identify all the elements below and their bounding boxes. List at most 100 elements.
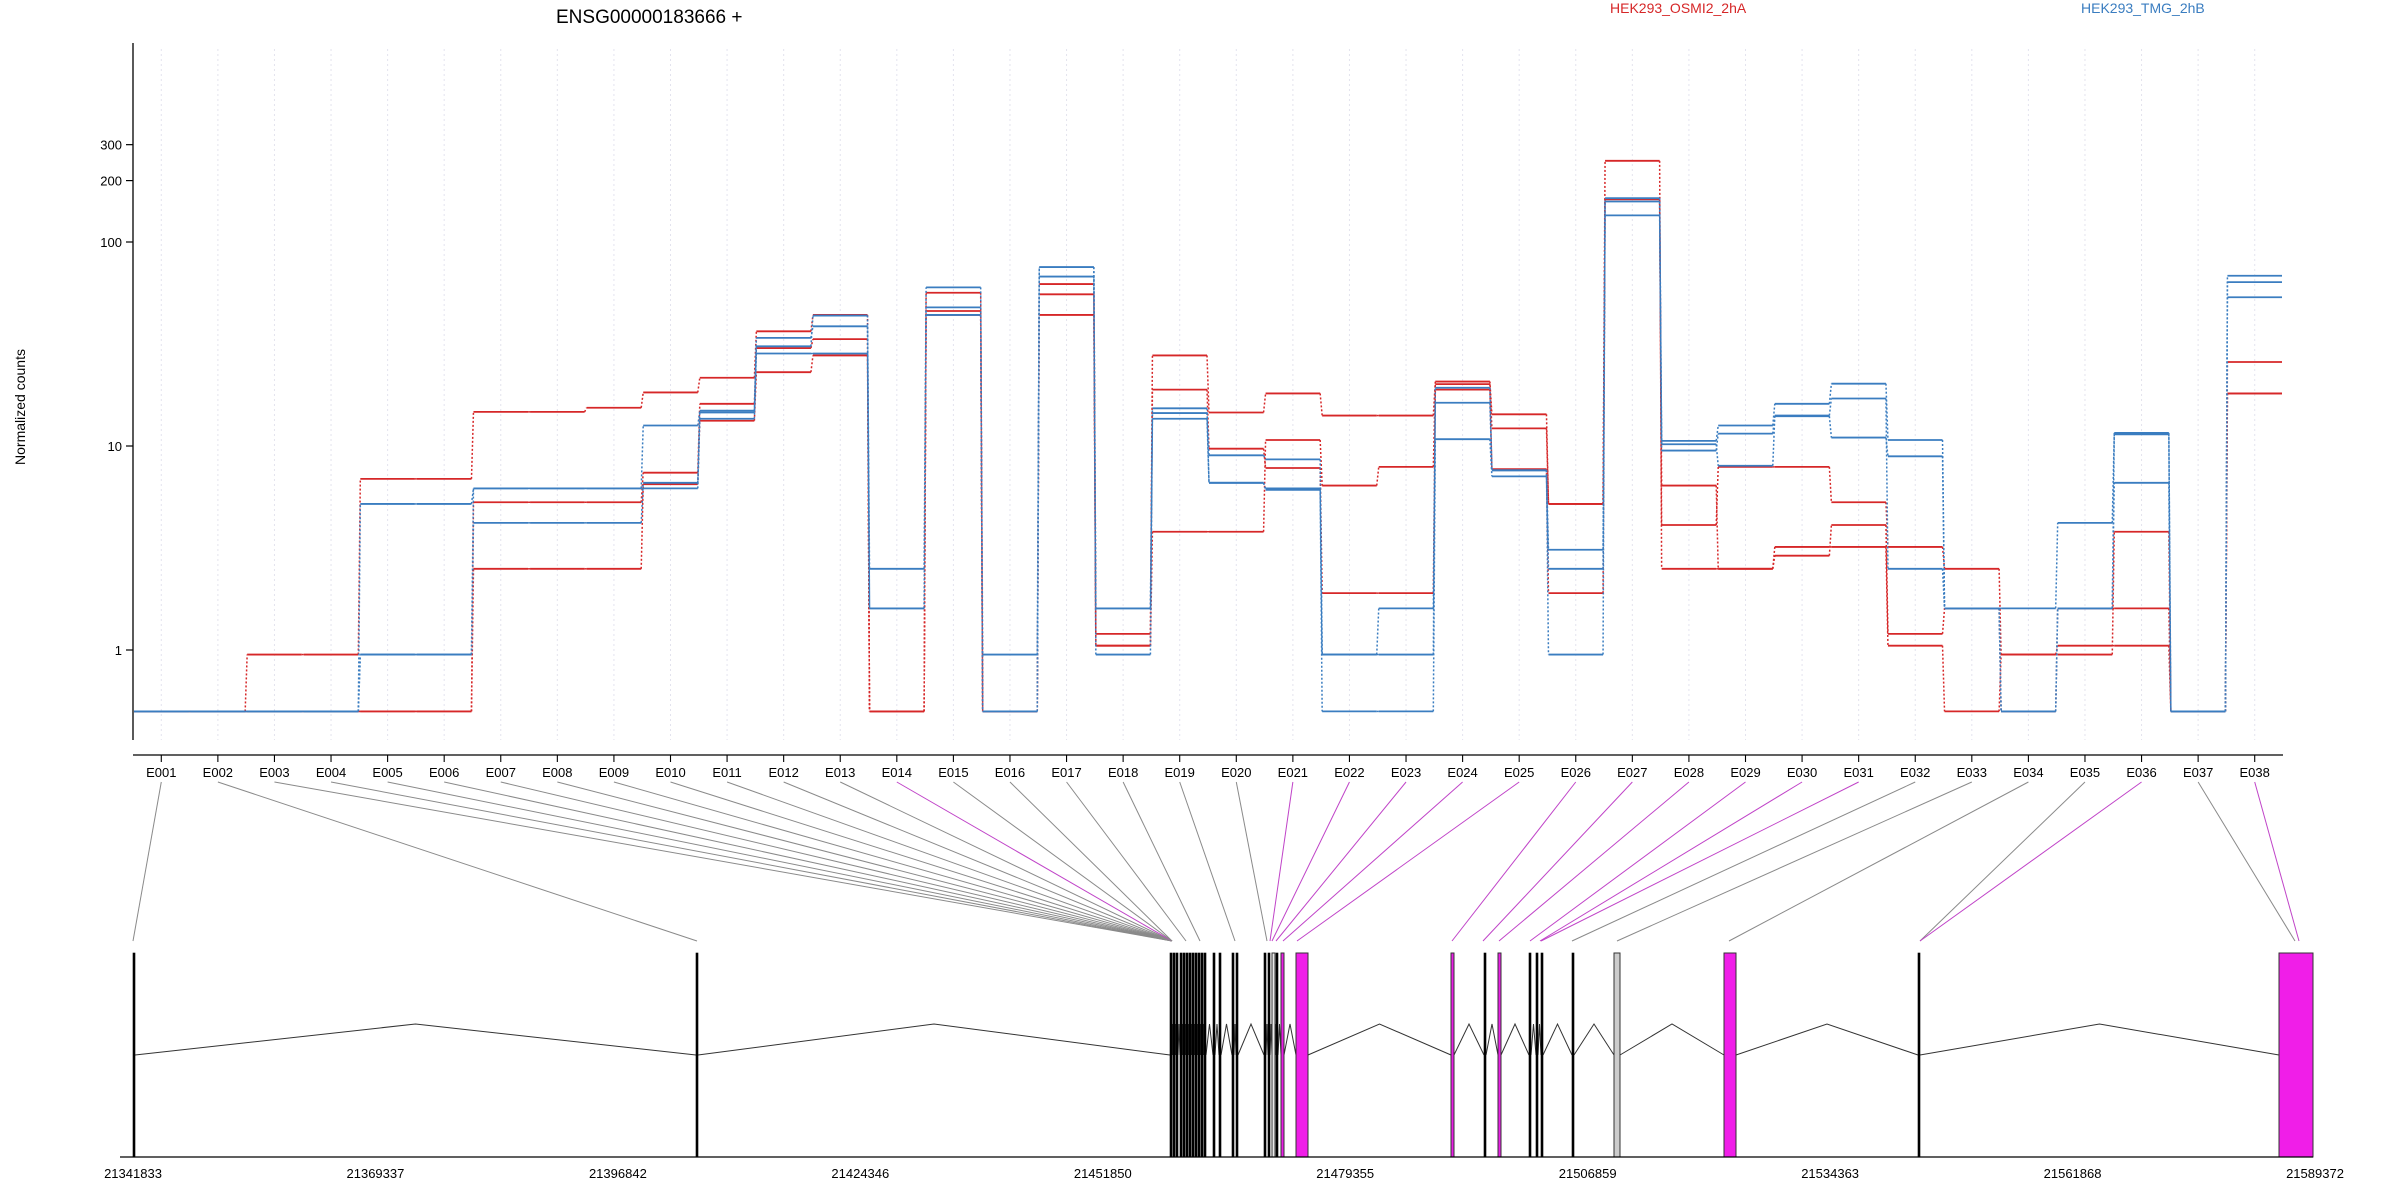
- series-transition: [1262, 439, 1267, 532]
- coordinate-label: 21424346: [831, 1166, 889, 1181]
- intron-line: [1542, 1022, 1573, 1056]
- exon-block: [1450, 952, 1455, 1158]
- series-transition: [1715, 485, 1719, 569]
- x-tick-label: E021: [1278, 765, 1308, 780]
- x-tick-label: E024: [1447, 765, 1477, 780]
- series-transition: [1941, 608, 1946, 634]
- coordinate-label: 21506859: [1559, 1166, 1617, 1181]
- x-tick-label: E031: [1843, 765, 1873, 780]
- exon-block: [1169, 952, 1173, 1158]
- coordinate-label: 21534363: [1801, 1166, 1859, 1181]
- series-transition: [753, 353, 758, 419]
- exon-connector: [1919, 781, 2142, 942]
- x-tick-label: E028: [1674, 765, 1704, 780]
- legend-entry-osmi2: HEK293_OSMI2_2hA: [1610, 0, 1747, 16]
- exon-connector: [1269, 781, 1294, 942]
- intron-line: [1537, 1023, 1542, 1056]
- intron-line: [1530, 1023, 1537, 1056]
- series-transition: [1828, 466, 1833, 503]
- exon-connector: [1122, 781, 1201, 942]
- series-transition: [1998, 608, 2002, 712]
- exon-block: [1917, 952, 1921, 1158]
- exon-block: [2278, 952, 2314, 1158]
- series-transition: [640, 392, 644, 408]
- series-transition: [1545, 476, 1550, 569]
- x-tick-label: E036: [2126, 765, 2156, 780]
- y-tick-label: 1: [115, 643, 122, 658]
- coordinate-label: 21479355: [1316, 1166, 1374, 1181]
- coordinate-label: 21589372: [2286, 1166, 2344, 1181]
- x-tick-label: E020: [1221, 765, 1251, 780]
- intron-line: [1919, 1023, 2280, 1056]
- exon-block: [1191, 952, 1195, 1158]
- x-tick-label: E018: [1108, 765, 1138, 780]
- exon-connector: [1275, 781, 1407, 942]
- intron-line: [1485, 1023, 1499, 1056]
- series-transition: [1319, 393, 1323, 416]
- series-transition: [1262, 448, 1267, 469]
- series-transition: [2054, 608, 2059, 712]
- series-6: [134, 197, 2282, 713]
- y-tick-label: 10: [108, 439, 122, 454]
- x-tick-label: E035: [2070, 765, 2100, 780]
- coordinate-label: 21561868: [2044, 1166, 2102, 1181]
- series-transition: [1941, 439, 1946, 609]
- exon-block: [1185, 952, 1189, 1158]
- exon-connector: [1482, 781, 1633, 942]
- coordinate-label: 21341833: [104, 1166, 162, 1181]
- intron-line: [1453, 1022, 1485, 1056]
- series-transition: [2224, 297, 2229, 712]
- series-transition: [1262, 393, 1267, 413]
- series-transition: [753, 346, 758, 413]
- series-transition: [1941, 456, 1946, 609]
- intron-line: [1619, 1023, 1725, 1056]
- legend-entry-tmg: HEK293_TMG_2hB: [2081, 0, 2205, 16]
- x-tick-label: E025: [1504, 765, 1534, 780]
- series-transition: [1828, 524, 1833, 556]
- exon-connector: [1616, 781, 1973, 942]
- series-transition: [1998, 608, 2002, 712]
- intron-line: [1735, 1023, 1919, 1056]
- x-tick-label: E006: [429, 765, 459, 780]
- x-tick-label: E014: [882, 765, 912, 780]
- series-transition: [357, 654, 362, 712]
- exon-block: [1182, 952, 1186, 1158]
- series-transition: [1319, 489, 1323, 712]
- exon-block: [1275, 952, 1279, 1158]
- series-transition: [2111, 482, 2116, 609]
- series-transition: [866, 355, 871, 712]
- series-transition: [1998, 654, 2002, 712]
- series-transition: [1036, 267, 1041, 655]
- exon-block: [1613, 952, 1621, 1158]
- intron-line: [1177, 1023, 1181, 1056]
- series-transition: [1658, 198, 1663, 445]
- series-transition: [470, 411, 475, 479]
- exon-block: [1175, 952, 1179, 1158]
- exon-connector: [840, 781, 1173, 942]
- x-tick-label: E032: [1900, 765, 1930, 780]
- exon-connector: [783, 781, 1173, 942]
- series-transition: [2224, 393, 2229, 712]
- x-tick-label: E010: [655, 765, 685, 780]
- x-tick-label: E026: [1561, 765, 1591, 780]
- x-tick-label: E013: [825, 765, 855, 780]
- series-transition: [1262, 482, 1267, 489]
- series-transition: [470, 488, 475, 505]
- intron-line: [1237, 1022, 1265, 1056]
- intron-line: [134, 1023, 697, 1056]
- x-tick-label: E030: [1787, 765, 1817, 780]
- series-transition: [1772, 555, 1776, 569]
- exon-connector: [953, 781, 1173, 942]
- exon-connector: [1235, 781, 1268, 942]
- exon-block: [1535, 952, 1539, 1158]
- x-tick-label: E016: [995, 765, 1025, 780]
- series-transition: [1545, 414, 1550, 504]
- exon-connector: [217, 781, 698, 942]
- series-transition: [2111, 432, 2116, 523]
- series-transition: [2168, 645, 2172, 712]
- y-axis-label: Normalized counts: [12, 349, 28, 465]
- intron-line: [1265, 1023, 1269, 1056]
- intron-line: [1233, 1023, 1237, 1056]
- x-tick-label: E001: [146, 765, 176, 780]
